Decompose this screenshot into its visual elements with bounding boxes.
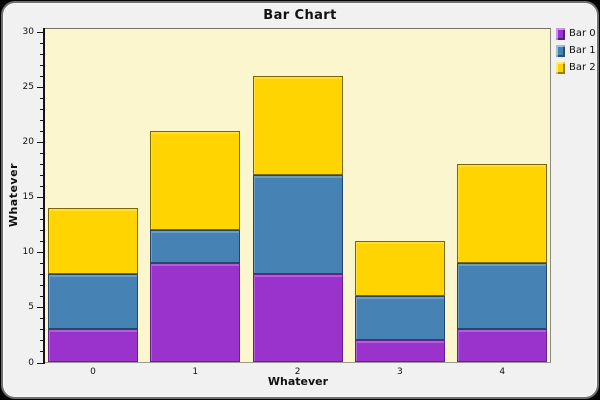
y-major-tick	[37, 252, 44, 254]
y-minor-tick	[40, 274, 44, 276]
y-major-tick	[37, 197, 44, 199]
bar-group-1	[150, 130, 241, 362]
y-minor-tick	[40, 75, 44, 77]
bar-segment-bar-1	[354, 295, 445, 340]
legend-swatch-icon	[556, 44, 565, 57]
y-tick-label: 20	[22, 137, 34, 148]
chart-title: Bar Chart	[263, 8, 337, 23]
legend-label: Bar 1	[569, 45, 596, 56]
y-minor-tick	[40, 329, 44, 331]
bar-segment-bar-2	[252, 75, 343, 175]
y-axis-line	[43, 28, 45, 364]
bar-segment-bar-2	[457, 163, 548, 263]
y-minor-tick	[40, 340, 44, 342]
y-tick-label: 5	[28, 302, 34, 313]
legend-item-bar-2: Bar 2	[556, 61, 596, 74]
x-tick-label: 1	[192, 367, 199, 377]
y-minor-tick	[40, 64, 44, 66]
bar-segment-bar-2	[48, 207, 138, 274]
bar-segment-bar-0	[354, 339, 445, 362]
x-tick-label: 3	[397, 367, 403, 377]
y-minor-tick	[40, 120, 44, 122]
y-minor-tick	[40, 42, 44, 44]
y-minor-tick	[40, 318, 44, 320]
y-minor-tick	[40, 164, 44, 166]
bar-segment-bar-0	[150, 262, 241, 362]
legend-item-bar-1: Bar 1	[556, 44, 596, 57]
x-axis-title: Whatever	[267, 375, 329, 388]
y-minor-tick	[40, 208, 44, 210]
y-minor-tick	[40, 175, 44, 177]
x-tick-label: 0	[90, 367, 96, 377]
y-major-tick	[37, 307, 44, 309]
bar-segment-bar-2	[354, 240, 445, 296]
y-axis-title-wrap: Whatever	[3, 28, 23, 363]
y-tick-label: 25	[22, 82, 34, 92]
bar-segment-bar-0	[457, 328, 548, 362]
bar-segment-bar-1	[48, 273, 138, 329]
bar-group-3	[354, 240, 445, 362]
y-major-tick	[37, 362, 44, 364]
bar-group-0	[48, 207, 138, 362]
legend-label: Bar 2	[569, 62, 596, 73]
legend-item-bar-0: Bar 0	[556, 27, 596, 40]
legend-swatch-icon	[556, 27, 565, 40]
y-minor-tick	[40, 263, 44, 265]
y-minor-tick	[40, 98, 44, 100]
plot-area	[45, 28, 551, 363]
y-major-tick	[37, 31, 44, 33]
y-minor-tick	[40, 296, 44, 298]
y-tick-label: 30	[22, 26, 34, 37]
y-major-tick	[37, 87, 44, 88]
y-minor-tick	[40, 109, 44, 111]
x-tick-label: 4	[499, 367, 506, 377]
bar-segment-bar-1	[252, 174, 343, 274]
y-minor-tick	[40, 285, 44, 287]
y-major-tick	[37, 142, 44, 144]
y-minor-tick	[40, 53, 44, 55]
x-tick-label: 2	[294, 367, 301, 377]
bar-segment-bar-1	[457, 262, 548, 329]
bar-segment-bar-2	[150, 130, 241, 230]
y-tick-label: 10	[22, 247, 34, 258]
legend: Bar 0 Bar 1 Bar 2	[556, 27, 596, 78]
bar-segment-bar-0	[48, 328, 138, 362]
y-tick-label: 15	[22, 192, 34, 203]
bar-group-2	[252, 75, 343, 362]
y-minor-tick	[40, 241, 44, 243]
y-minor-tick	[40, 219, 44, 221]
y-minor-tick	[40, 186, 44, 188]
legend-swatch-icon	[556, 61, 565, 74]
legend-label: Bar 0	[569, 28, 596, 39]
y-axis-title: Whatever	[6, 163, 20, 228]
y-minor-tick	[40, 153, 44, 155]
y-minor-tick	[40, 131, 44, 133]
bar-group-4	[457, 163, 548, 362]
y-tick-label: 0	[28, 357, 34, 368]
y-minor-tick	[40, 230, 44, 232]
y-minor-tick	[40, 351, 44, 353]
bar-segment-bar-1	[150, 229, 241, 263]
bar-segment-bar-0	[252, 273, 343, 362]
